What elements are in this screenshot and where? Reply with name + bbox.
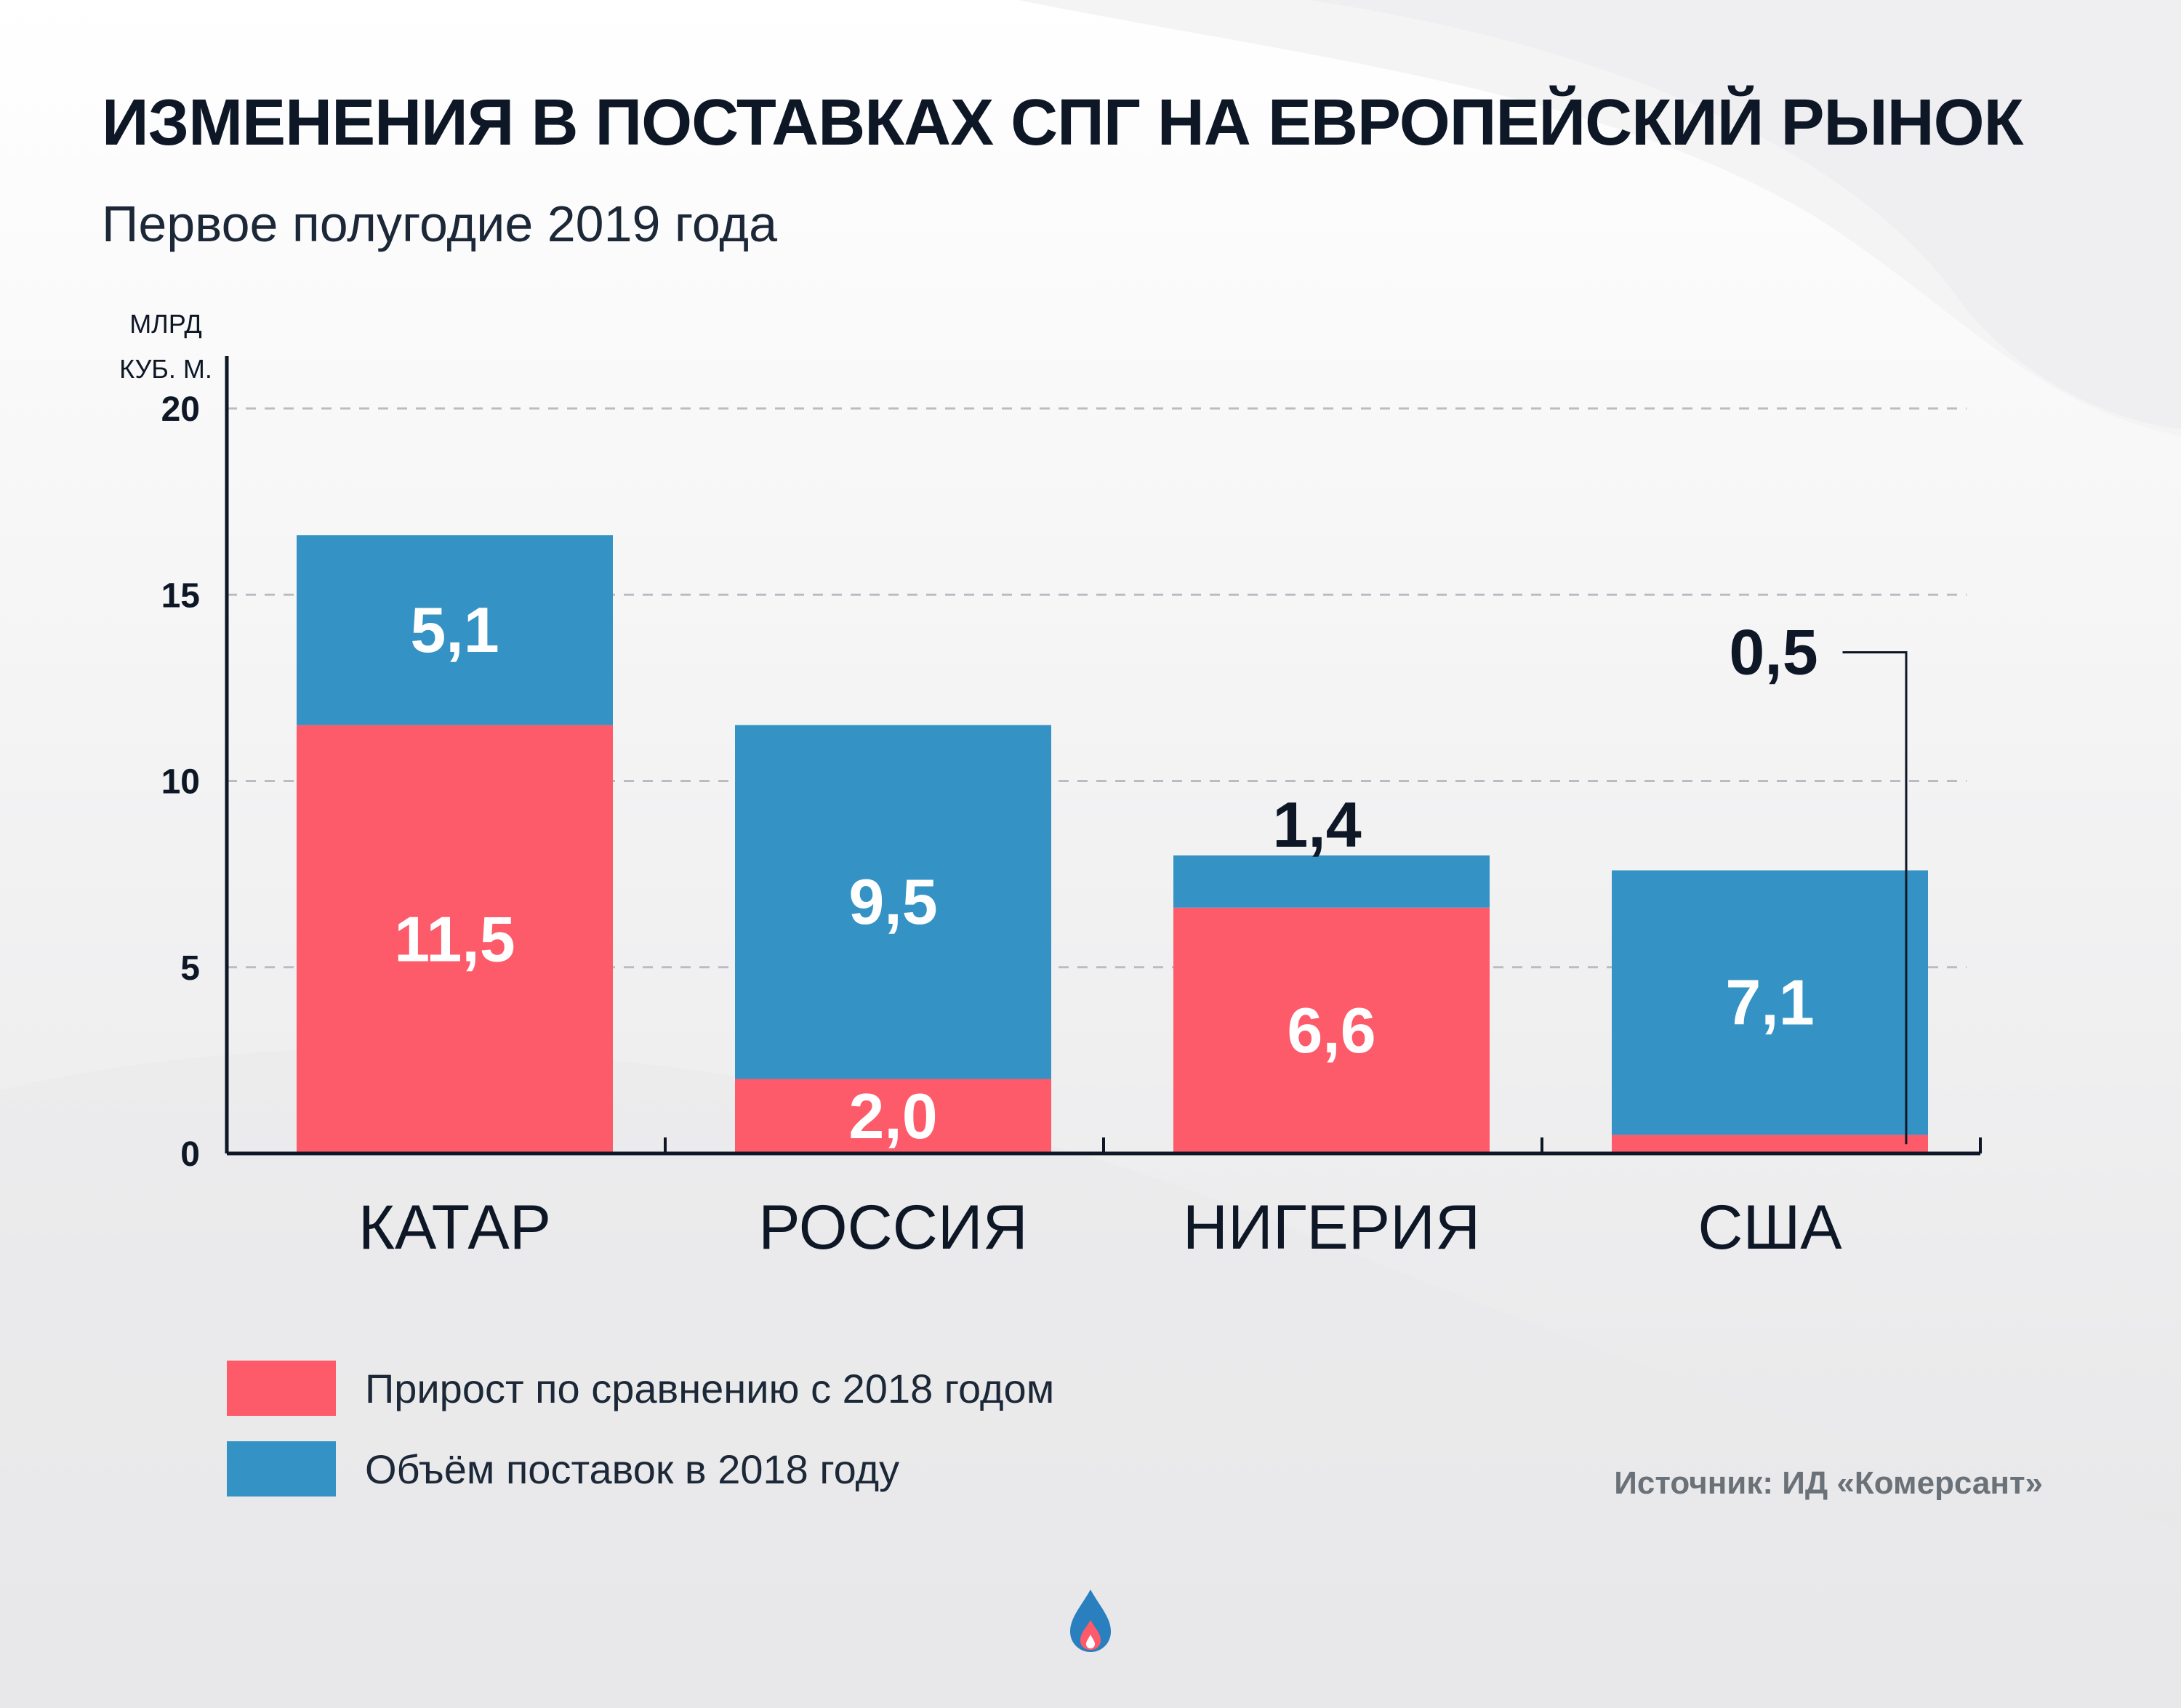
flame-logo-icon bbox=[1070, 1590, 1111, 1652]
category-label: РОССИЯ bbox=[758, 1193, 1028, 1262]
category-label: КАТАР bbox=[358, 1193, 551, 1262]
bar-segment-growth bbox=[297, 725, 613, 1153]
legend-swatch-growth bbox=[227, 1361, 336, 1416]
data-label-growth: 2,0 bbox=[848, 1080, 937, 1152]
legend-swatch-volume-2018 bbox=[227, 1441, 336, 1496]
category-label: США bbox=[1698, 1193, 1842, 1262]
legend-label-volume-2018: Объём поставок в 2018 году bbox=[365, 1446, 900, 1492]
data-label-volume-2018: 5,1 bbox=[410, 594, 499, 666]
y-unit-label-line1: МЛРД bbox=[129, 309, 202, 339]
y-unit-label-line2: КУБ. М. bbox=[119, 354, 212, 384]
data-label-growth: 6,6 bbox=[1287, 994, 1375, 1066]
category-label: НИГЕРИЯ bbox=[1183, 1193, 1480, 1262]
bar-segment-growth bbox=[1612, 1135, 1928, 1153]
labels: КАТАР 11,5 5,1 РОССИЯ 2,0 9,5 НИГЕРИЯ 6,6 1,4 США… bbox=[358, 594, 1908, 1262]
bar-segment-volume-2018 bbox=[1612, 870, 1928, 1135]
bar-segment-volume-2018 bbox=[297, 535, 613, 725]
bar-segment-growth bbox=[735, 1079, 1051, 1153]
source-note: Источник: ИД «Комерсант» bbox=[1614, 1465, 2043, 1501]
bar-segment-volume-2018 bbox=[1173, 855, 1490, 908]
bars bbox=[297, 535, 1928, 1153]
data-label-growth: 0,5 bbox=[1729, 616, 1818, 688]
legend-item-volume-2018: Объём поставок в 2018 году bbox=[227, 1441, 1054, 1496]
y-tick-label: 20 bbox=[161, 390, 200, 429]
data-label-volume-2018: 9,5 bbox=[848, 866, 937, 938]
axes: МЛРД КУБ. М. 0 5 10 15 20 bbox=[119, 309, 1982, 1174]
chart-title: ИЗМЕНЕНИЯ В ПОСТАВКАХ СПГ НА ЕВРОПЕЙСКИЙ… bbox=[102, 86, 2024, 159]
y-tick-label: 15 bbox=[161, 576, 200, 615]
data-label-volume-2018: 7,1 bbox=[1725, 966, 1814, 1038]
data-label-growth: 11,5 bbox=[394, 903, 515, 975]
leader-line bbox=[1842, 651, 1908, 1145]
bar-segment-volume-2018 bbox=[735, 725, 1051, 1079]
y-tick-label: 0 bbox=[180, 1135, 200, 1174]
data-label-volume-2018: 1,4 bbox=[1272, 789, 1361, 861]
y-tick-label: 5 bbox=[180, 949, 200, 988]
bar-segment-growth bbox=[1173, 907, 1490, 1153]
y-tick-label: 10 bbox=[161, 763, 200, 802]
legend-label-growth: Прирост по сравнению с 2018 годом bbox=[365, 1365, 1055, 1411]
legend-item-growth: Прирост по сравнению с 2018 годом bbox=[227, 1361, 1054, 1416]
chart-subtitle: Первое полугодие 2019 года bbox=[102, 196, 778, 252]
legend: Прирост по сравнению с 2018 годом Объём … bbox=[227, 1361, 1054, 1522]
